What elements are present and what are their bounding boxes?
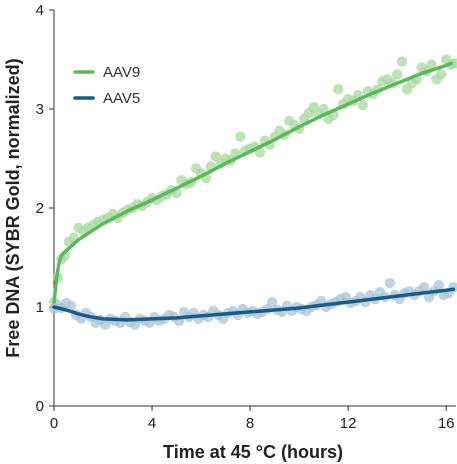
legend: AAV9 AAV5 (73, 64, 140, 107)
aav9-data-point (396, 56, 408, 67)
aav9-data-point (333, 84, 344, 95)
y-ticks: 0 1 2 3 4 (36, 2, 54, 415)
x-tick-label: 16 (438, 415, 455, 432)
aav5-data-point (433, 280, 445, 291)
x-ticks: 0 4 8 12 16 (50, 406, 455, 432)
aav5-fit-line (52, 287, 456, 322)
aav9-data-point (426, 59, 437, 70)
y-tick-label: 1 (36, 299, 44, 316)
aav9-data-point (235, 131, 246, 142)
aav5-data-point (418, 282, 430, 293)
y-tick-label: 4 (36, 2, 44, 19)
aav5-data-point (384, 278, 396, 289)
aav9-fit-line (52, 61, 453, 304)
y-axis-title: Free DNA (SYBR Gold, normalized) (3, 58, 23, 357)
aav5-legend-label: AAV5 (103, 90, 140, 107)
x-tick-label: 4 (148, 415, 156, 432)
x-tick-label: 8 (246, 415, 254, 432)
aav9-data-point (449, 58, 457, 69)
x-axis-title: Time at 45 °C (hours) (163, 442, 343, 462)
curves-layer (52, 61, 456, 322)
x-tick-label: 12 (340, 415, 357, 432)
aav9-legend-label: AAV9 (103, 64, 140, 81)
aav5-data-point (65, 300, 77, 312)
aav9-data-point (436, 69, 447, 80)
aav9-data-point (318, 103, 329, 115)
points-layer (48, 54, 457, 331)
aav9-data-point (357, 99, 369, 111)
aav5-data-point (266, 296, 278, 308)
x-tick-label: 0 (50, 415, 58, 432)
y-tick-label: 0 (36, 398, 44, 415)
y-tick-label: 3 (36, 101, 44, 118)
y-tick-label: 2 (36, 200, 44, 217)
aav9-data-point (391, 69, 403, 80)
